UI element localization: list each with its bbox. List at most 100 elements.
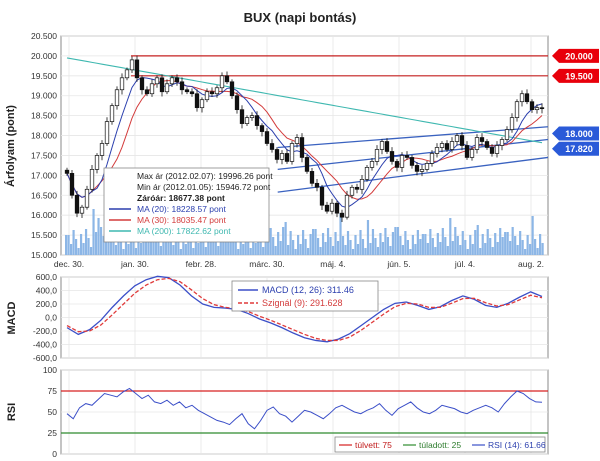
candle-body xyxy=(349,186,355,196)
volume-bar xyxy=(127,244,130,255)
candle-body xyxy=(354,186,360,190)
candle-body xyxy=(444,143,450,150)
candle-body xyxy=(479,137,485,142)
volume-bar xyxy=(287,245,290,255)
volume-bar xyxy=(157,237,160,255)
candle-body xyxy=(84,188,90,208)
volume-bar xyxy=(469,235,472,255)
volume-bar xyxy=(87,238,90,255)
price-y-tick-label: 17.500 xyxy=(31,150,57,160)
volume-bar xyxy=(484,243,487,255)
candle-body xyxy=(434,147,440,154)
candle-body xyxy=(499,139,505,146)
price-legend-box xyxy=(103,167,270,243)
legend-line: Min ár (2012.01.05): 15946.72 pont xyxy=(137,182,271,192)
price-y-tick-label: 19.500 xyxy=(31,71,57,81)
volume-bar xyxy=(506,232,509,255)
volume-bar xyxy=(424,234,427,255)
macd-y-tick-label: 0,0 xyxy=(45,313,57,323)
candle-body xyxy=(289,143,295,162)
candle-body xyxy=(244,117,250,124)
volume-bar xyxy=(244,230,247,255)
candle-body xyxy=(424,163,430,170)
volume-bar xyxy=(67,235,70,255)
volume-bar xyxy=(501,237,504,255)
volume-bar xyxy=(409,249,412,255)
volume-bar xyxy=(426,243,429,255)
volume-bar xyxy=(526,235,529,255)
candle-body xyxy=(429,153,435,164)
volume-bar xyxy=(349,240,352,255)
macd-y-tick-label: -200,0 xyxy=(33,326,57,336)
candle-body xyxy=(124,69,130,79)
candle-body xyxy=(269,143,275,150)
volume-bar xyxy=(302,230,305,255)
rsi-y-ticks: 100 75 50 25 0 xyxy=(43,365,57,459)
volume-bar xyxy=(204,247,207,255)
volume-bar xyxy=(132,239,135,255)
volume-bar xyxy=(65,235,68,255)
volume-bar xyxy=(94,232,98,255)
chart-title: BUX (napi bontás) xyxy=(244,10,357,25)
macd-y-tick-label: -400,0 xyxy=(33,340,57,350)
volume-bar xyxy=(262,247,265,255)
legend-line: MA (20): 18228.57 pont xyxy=(137,204,226,214)
volume-bar xyxy=(514,236,517,255)
candle-body xyxy=(414,165,420,172)
volume-bar xyxy=(346,231,350,255)
volume-bar xyxy=(531,216,534,255)
volume-bar xyxy=(306,248,310,255)
volume-bar xyxy=(242,244,245,255)
volume-bar xyxy=(326,228,330,255)
candle-body xyxy=(534,107,540,111)
oversold-legend-label: túladott: 25 xyxy=(419,440,461,450)
volume-bar xyxy=(284,222,287,255)
price-tag-shape xyxy=(552,126,599,141)
candle-body xyxy=(189,91,195,95)
volume-bar xyxy=(114,245,118,255)
price-x-tick-label: febr. 28. xyxy=(186,259,217,269)
volume-bar xyxy=(441,228,444,255)
legend-line: Max ár (2012.02.07): 19996.26 pont xyxy=(137,171,273,181)
macd-legend-label: MACD (12, 26): 311.46 xyxy=(262,285,354,295)
candle-body xyxy=(69,173,75,196)
candle-body xyxy=(274,149,280,160)
macd-y-label: MACD xyxy=(6,301,18,334)
volume-bar xyxy=(187,230,190,255)
volume-bar xyxy=(466,249,469,255)
candle-body xyxy=(74,194,80,214)
price-tag-shape xyxy=(552,141,599,156)
volume-bar xyxy=(464,240,467,255)
volume-bar xyxy=(189,239,192,255)
volume-bar xyxy=(222,241,225,255)
volume-bar xyxy=(239,235,242,255)
price-x-tick-label: dec. 30. xyxy=(54,259,84,269)
candle-body xyxy=(464,145,470,158)
candle-body xyxy=(264,131,270,144)
volume-bar xyxy=(254,243,257,255)
volume-bar xyxy=(274,246,277,255)
volume-bar xyxy=(331,246,335,255)
volume-bar xyxy=(124,235,128,255)
candle-body xyxy=(504,129,510,140)
volume-bar xyxy=(436,233,439,255)
trend-channel-line xyxy=(277,126,549,149)
volume-bar xyxy=(192,248,195,255)
volume-bar xyxy=(339,213,342,255)
volume-bar xyxy=(264,233,267,255)
candle-body xyxy=(339,212,345,218)
candle-body xyxy=(384,141,390,152)
candle-body xyxy=(169,77,175,85)
candle-body xyxy=(364,167,370,180)
volume-bar xyxy=(217,246,220,255)
price-x-tick-label: jan. 30. xyxy=(120,259,149,269)
volume-bar xyxy=(394,227,397,255)
candle-body xyxy=(249,115,255,118)
volume-bar xyxy=(311,229,315,255)
price-x-tick-label: jún. 5. xyxy=(386,259,410,269)
rsi-legend-box xyxy=(334,436,546,453)
volume-bar xyxy=(399,236,402,255)
price-tag: 20.000 xyxy=(552,48,599,63)
volume-bar xyxy=(219,232,222,255)
